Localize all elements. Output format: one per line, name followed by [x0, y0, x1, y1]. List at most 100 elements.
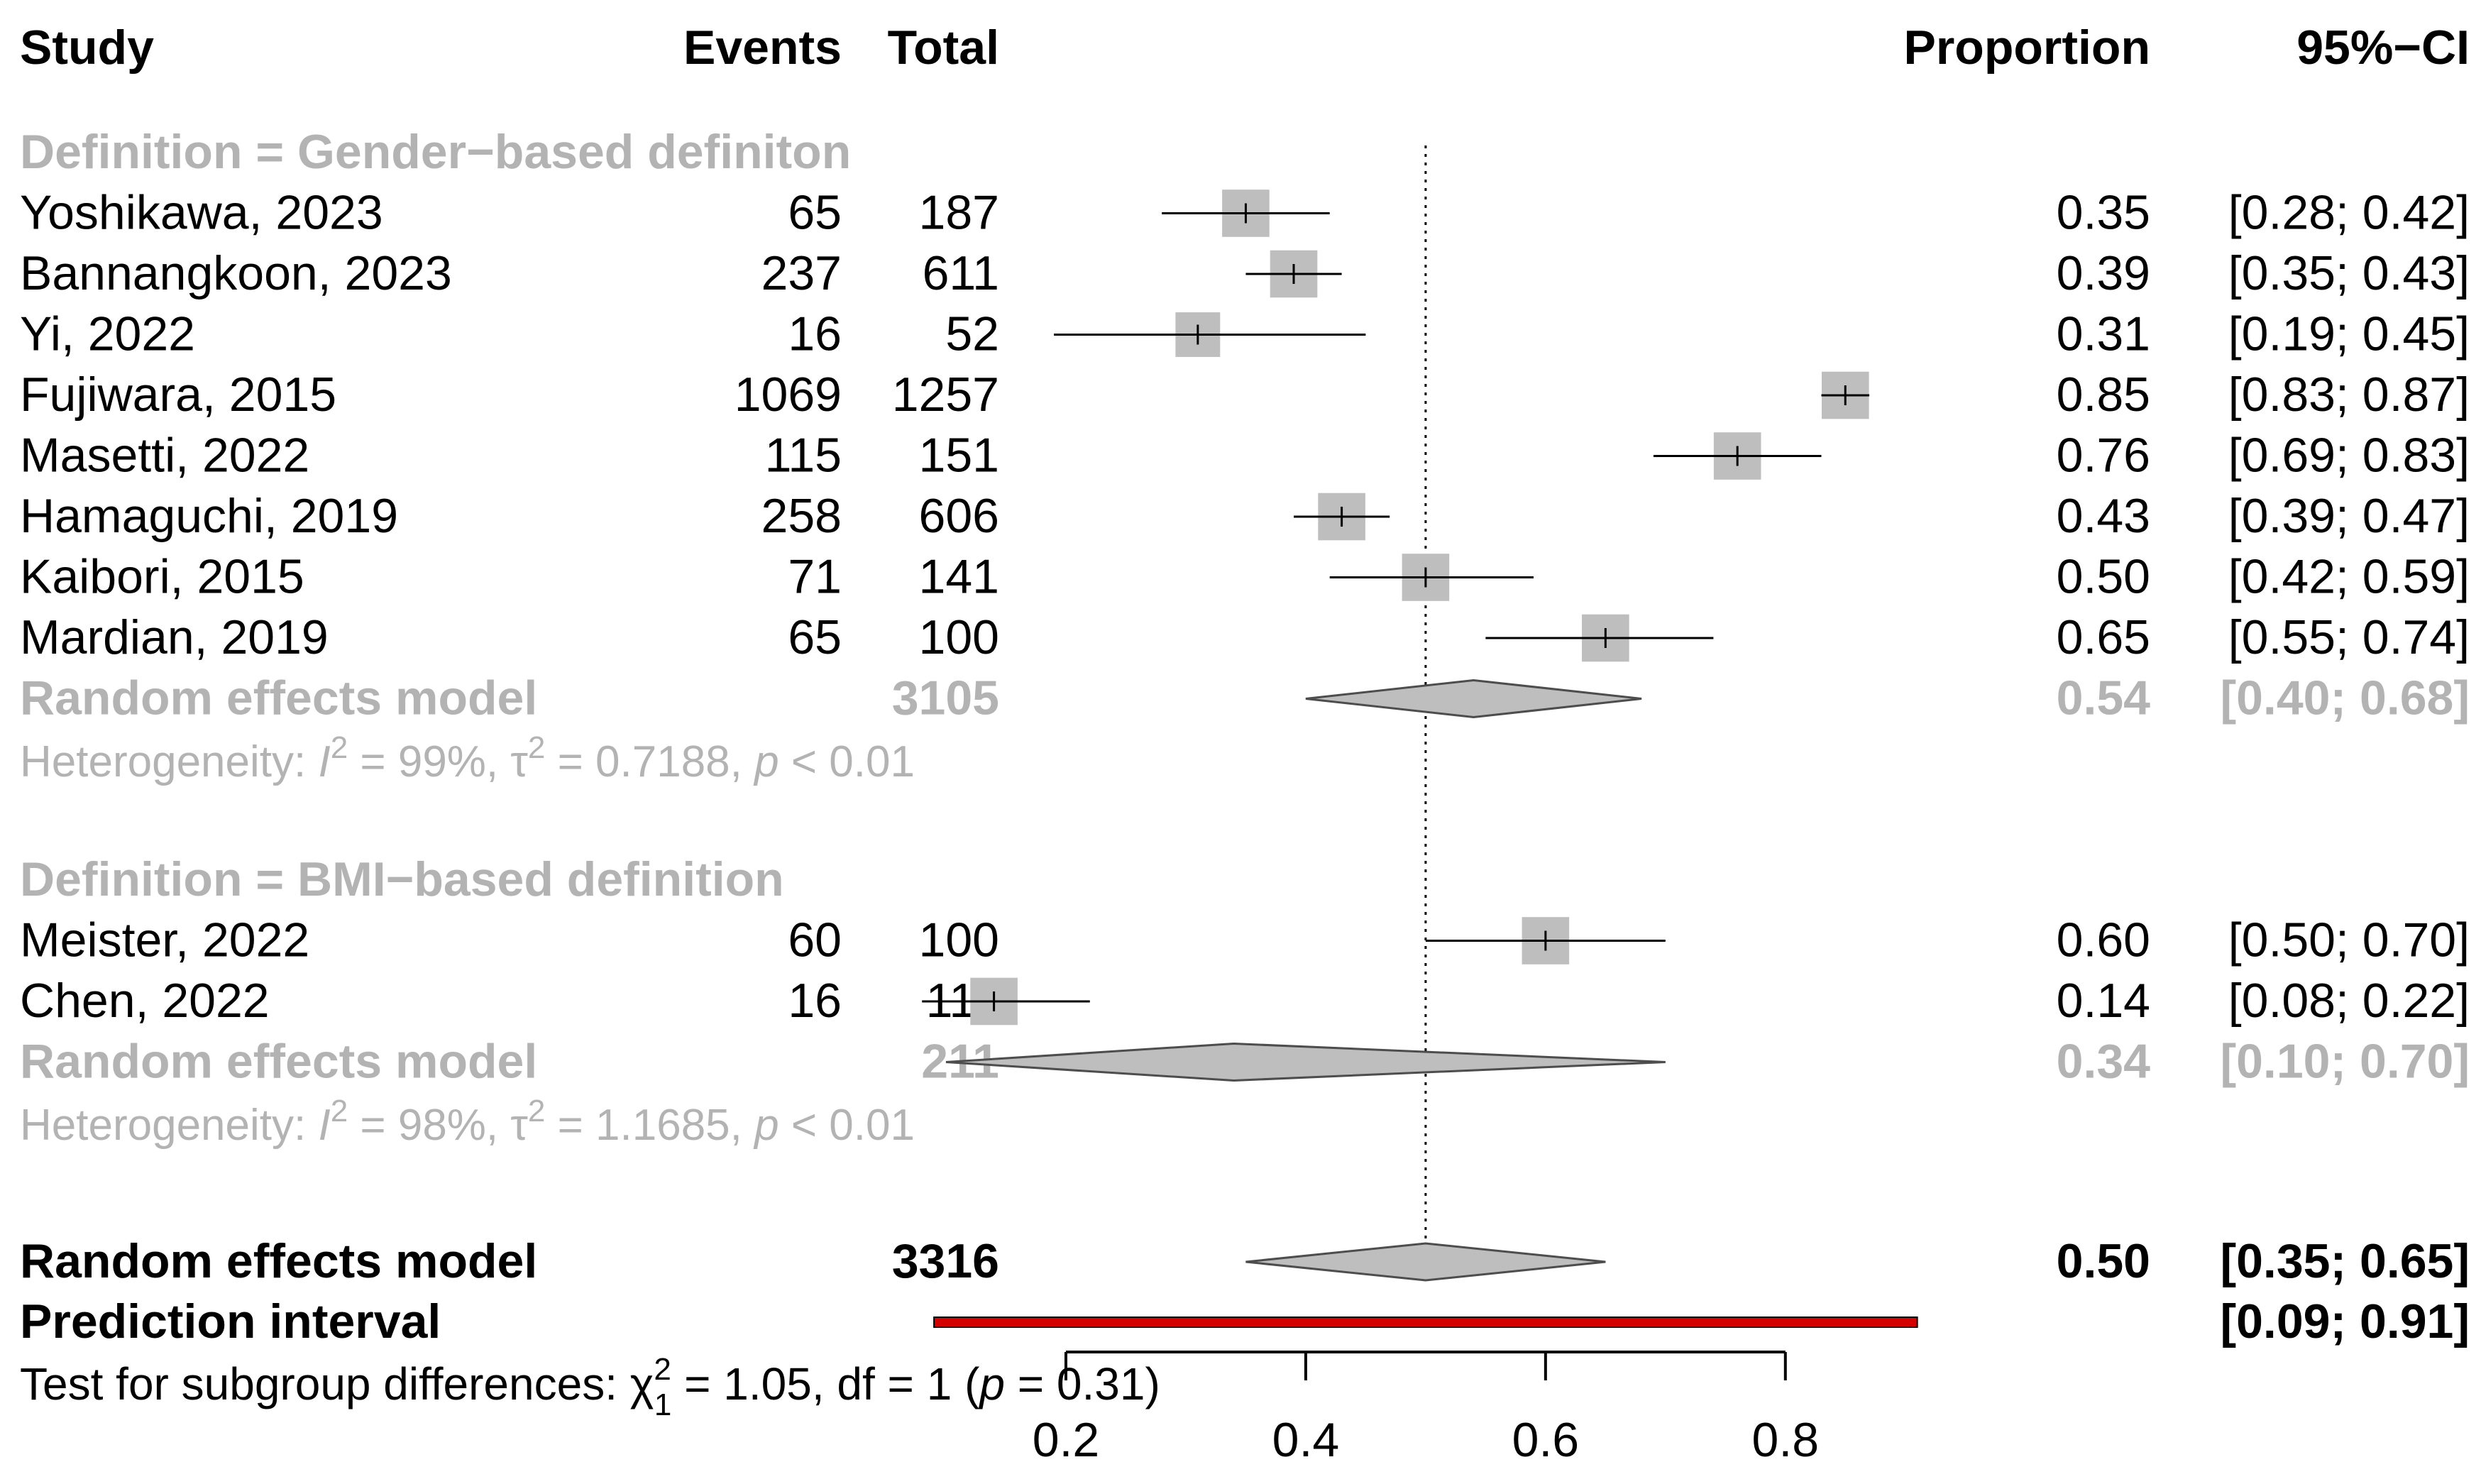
het-tau-symbol: τ: [510, 1101, 528, 1150]
prediction-label: Prediction interval: [20, 1295, 441, 1348]
subgroup-model-label: Random effects model: [20, 1035, 537, 1089]
study-ci: [0.08; 0.22]: [2228, 974, 2470, 1028]
x-axis-tick-label: 0.6: [1512, 1413, 1580, 1467]
het-p-symbol: p: [753, 737, 779, 786]
subgroup-label: Definition = Gender−based definiton: [20, 125, 851, 179]
het-prefix: Heterogeneity:: [20, 1101, 318, 1150]
heterogeneity-text: Heterogeneity: I2 = 98%, τ2 = 1.1685, p …: [20, 1094, 915, 1150]
study-total: 100: [919, 610, 999, 664]
study-proportion: 0.14: [2057, 974, 2150, 1028]
study-proportion: 0.65: [2057, 610, 2150, 664]
subgroup-model-proportion: 0.54: [2057, 671, 2151, 725]
prediction-interval-bar: [933, 1317, 1918, 1328]
study-name: Mardian, 2019: [20, 610, 329, 664]
study-ci: [0.39; 0.47]: [2228, 489, 2470, 543]
subgroup-model-total: 3105: [892, 671, 999, 725]
study-ci: [0.28; 0.42]: [2228, 186, 2470, 240]
study-proportion: 0.31: [2057, 307, 2150, 361]
study-total: 1257: [892, 368, 999, 422]
het-tau-symbol: τ: [510, 737, 528, 786]
study-ci: [0.50; 0.70]: [2228, 913, 2470, 967]
study-name: Chen, 2022: [20, 974, 270, 1028]
test-chi-symbol: χ: [630, 1358, 654, 1409]
study-events: 115: [765, 429, 842, 483]
study-proportion: 0.76: [2057, 429, 2150, 483]
study-ci: [0.55; 0.74]: [2228, 610, 2470, 664]
subgroup-model-ci: [0.10; 0.70]: [2220, 1035, 2470, 1089]
study-ci: [0.19; 0.45]: [2228, 307, 2470, 361]
het-i-value: = 99%,: [348, 737, 510, 786]
study-ci: [0.42; 0.59]: [2228, 550, 2470, 604]
het-i-value: = 98%,: [348, 1101, 510, 1150]
study-events: 60: [788, 913, 842, 967]
study-events: 16: [788, 974, 842, 1028]
header-ci: 95%−CI: [2296, 21, 2470, 75]
study-ci: [0.69; 0.83]: [2228, 429, 2470, 483]
study-events: 1069: [735, 368, 842, 422]
study-name: Bannangkoon, 2023: [20, 246, 452, 300]
study-proportion: 0.39: [2057, 246, 2150, 300]
subgroup-model-diamond: [945, 1042, 1666, 1082]
het-i-sup: 2: [331, 730, 348, 765]
x-axis: 0.2 0.4 0.6 0.8: [1033, 1351, 1820, 1467]
subgroup-model-proportion: 0.34: [2057, 1035, 2151, 1089]
study-name: Kaibori, 2015: [20, 550, 304, 604]
study-name: Masetti, 2022: [20, 429, 309, 483]
test-chi-sup: 2: [654, 1352, 671, 1387]
study-name: Yi, 2022: [20, 307, 195, 361]
het-tau-sup: 2: [528, 730, 545, 765]
subgroup-model-diamond: [1305, 678, 1642, 719]
het-p-value: < 0.01: [779, 737, 915, 786]
study-ci: [0.83; 0.87]: [2228, 368, 2470, 422]
prediction-ci: [0.09; 0.91]: [2220, 1295, 2470, 1348]
het-tau-value: = 1.1685,: [545, 1101, 754, 1150]
het-p-value: < 0.01: [779, 1101, 915, 1150]
het-tau-sup: 2: [528, 1094, 545, 1128]
subgroup-label: Definition = BMI−based definition: [20, 852, 784, 906]
overall-model-label: Random effects model: [20, 1234, 537, 1288]
study-ci: [0.35; 0.43]: [2228, 246, 2470, 300]
study-events: 237: [761, 246, 842, 300]
study-total: 611: [923, 246, 999, 300]
het-prefix: Heterogeneity:: [20, 737, 318, 786]
study-total: 52: [945, 307, 999, 361]
header-events: Events: [683, 21, 842, 75]
study-total: 606: [919, 489, 999, 543]
het-tau-value: = 0.7188,: [545, 737, 754, 786]
header-total: Total: [888, 21, 999, 75]
study-events: 258: [761, 489, 842, 543]
header-row: Study Events Total Proportion 95%−CI: [20, 21, 2470, 75]
study-name: Fujiwara, 2015: [20, 368, 336, 422]
x-axis-tick-label: 0.2: [1033, 1413, 1100, 1467]
header-study: Study: [20, 21, 154, 75]
study-total: 100: [919, 913, 999, 967]
study-proportion: 0.43: [2057, 489, 2150, 543]
subgroup-test-text: Test for subgroup differences: χ2 1 = 1.0…: [20, 1352, 1160, 1422]
study-total: 187: [919, 186, 999, 240]
test-prefix: Test for subgroup differences:: [20, 1358, 630, 1409]
forest-rows: Definition = Gender−based definiton Yoshi…: [20, 125, 2470, 1422]
subgroup-model-label: Random effects model: [20, 671, 537, 725]
het-p-symbol: p: [753, 1101, 779, 1150]
x-axis-tick-label: 0.8: [1752, 1413, 1820, 1467]
study-proportion: 0.35: [2057, 186, 2150, 240]
test-chi-sub: 1: [654, 1387, 671, 1422]
study-events: 65: [788, 610, 842, 664]
overall-model-ci: [0.35; 0.65]: [2220, 1234, 2470, 1288]
study-name: Yoshikawa, 2023: [20, 186, 383, 240]
test-p-value: = 0.31): [1005, 1358, 1160, 1409]
heterogeneity-text: Heterogeneity: I2 = 99%, τ2 = 0.7188, p …: [20, 730, 915, 786]
overall-model-total: 3316: [892, 1234, 999, 1288]
study-events: 65: [788, 186, 842, 240]
study-total: 141: [919, 550, 999, 604]
subgroup-model-ci: [0.40; 0.68]: [2220, 671, 2470, 725]
het-i-sup: 2: [331, 1094, 348, 1128]
study-name: Hamaguchi, 2019: [20, 489, 398, 543]
study-proportion: 0.85: [2057, 368, 2150, 422]
x-axis-tick-label: 0.4: [1272, 1413, 1340, 1467]
study-name: Meister, 2022: [20, 913, 309, 967]
het-i-symbol: I: [318, 1101, 330, 1150]
test-stat: = 1.05, df = 1 (: [671, 1358, 979, 1409]
study-events: 71: [788, 550, 842, 604]
